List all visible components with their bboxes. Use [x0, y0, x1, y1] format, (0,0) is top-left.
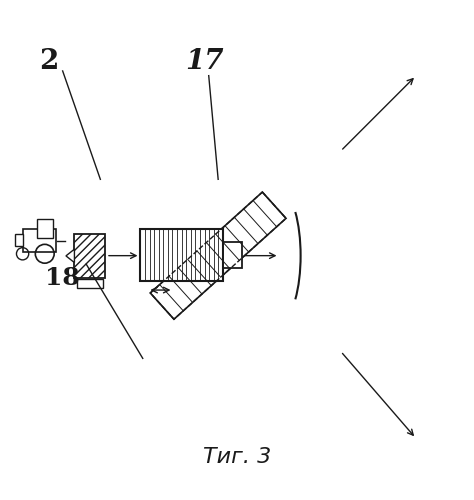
Text: 17: 17: [185, 48, 223, 75]
Text: Τиг. 3: Τиг. 3: [203, 448, 271, 468]
FancyBboxPatch shape: [36, 220, 53, 238]
FancyBboxPatch shape: [23, 229, 55, 252]
Bar: [140, 229, 223, 280]
Text: 18: 18: [46, 266, 80, 290]
Bar: [77, 279, 103, 287]
Text: 2: 2: [39, 48, 58, 75]
Polygon shape: [66, 249, 74, 262]
Bar: [74, 234, 105, 278]
FancyBboxPatch shape: [15, 234, 23, 246]
Polygon shape: [150, 192, 286, 319]
Bar: [223, 242, 242, 268]
